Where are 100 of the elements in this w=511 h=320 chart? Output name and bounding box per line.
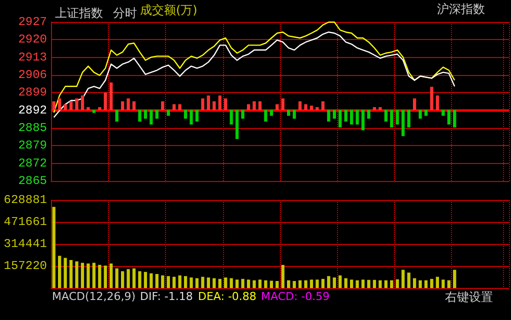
y-tick-label: 471661: [4, 215, 47, 229]
bar: [115, 268, 118, 288]
bar: [86, 264, 90, 288]
bar: [396, 279, 399, 288]
bar: [396, 110, 399, 124]
bar: [436, 96, 440, 110]
y-tick-label: 628881: [4, 193, 47, 207]
bar: [206, 278, 210, 288]
bar: [138, 110, 142, 122]
bar: [327, 276, 330, 288]
bar: [178, 275, 182, 288]
bar: [418, 280, 422, 288]
bar: [418, 110, 422, 119]
bar: [361, 280, 365, 288]
bar: [378, 280, 382, 288]
bar: [224, 98, 228, 110]
bar: [110, 264, 113, 288]
bar: [166, 110, 170, 116]
bar: [287, 280, 290, 288]
bar: [407, 272, 410, 288]
bar: [241, 110, 244, 119]
bar: [126, 98, 130, 110]
bar: [155, 274, 158, 288]
bar: [132, 268, 136, 288]
bar: [453, 110, 456, 128]
bar: [120, 271, 124, 288]
bar: [384, 110, 388, 122]
y-tick-label: 2879: [18, 138, 47, 153]
bar: [69, 260, 73, 288]
bar: [372, 280, 376, 288]
bar: [52, 101, 56, 110]
bar: [321, 101, 325, 110]
bar: [436, 276, 440, 288]
bar: [332, 278, 336, 288]
line-series: [53, 32, 456, 118]
bar: [304, 280, 308, 288]
bar: [258, 101, 262, 110]
bar: [224, 278, 228, 288]
bar: [356, 280, 359, 288]
bar: [321, 278, 325, 288]
bar: [195, 278, 199, 288]
bar: [281, 98, 284, 110]
bar: [166, 276, 170, 288]
bar: [58, 256, 62, 288]
bar: [402, 110, 405, 136]
bar: [52, 206, 56, 288]
bar: [190, 278, 193, 288]
chart-title: 上证指数: [55, 6, 103, 20]
bar: [310, 280, 314, 288]
bar: [190, 110, 193, 124]
y-tick-label: 2920: [18, 32, 47, 47]
bar: [144, 272, 148, 288]
bar: [126, 269, 130, 288]
bar: [350, 110, 354, 124]
bar: [92, 110, 96, 113]
bar: [178, 104, 182, 110]
bar: [442, 280, 445, 288]
bar: [86, 107, 90, 110]
y-tick-label: 157220: [4, 259, 47, 273]
bar: [327, 110, 330, 122]
bar: [367, 280, 370, 288]
text: 成交额(万): [140, 3, 198, 17]
chart-subtitle: 分时: [113, 6, 137, 20]
bar: [356, 110, 359, 124]
bar: [120, 101, 124, 110]
y-tick-label: 2906: [18, 68, 47, 82]
bar: [281, 264, 284, 288]
bar: [138, 271, 142, 288]
bar: [298, 280, 302, 288]
bar: [212, 101, 216, 110]
y-tick-label: 2913: [18, 50, 47, 64]
bar: [92, 262, 96, 288]
bar: [80, 262, 84, 288]
bar: [115, 110, 118, 122]
text: 沪深指数: [437, 2, 485, 16]
text: MACD(12,26,9): [52, 290, 136, 303]
bar: [161, 101, 164, 110]
bar: [298, 101, 302, 110]
bar: [316, 107, 319, 110]
text: MACD: -0.59: [261, 290, 330, 303]
bar: [332, 110, 336, 119]
bar: [292, 281, 296, 288]
bar: [350, 280, 354, 288]
bar: [310, 106, 314, 110]
text: DIF: -1.18: [140, 290, 193, 303]
bar: [344, 278, 348, 288]
bar: [361, 110, 365, 130]
y-tick-label: 2927: [18, 15, 47, 29]
y-tick-label: 314441: [4, 237, 47, 251]
bar: [407, 110, 410, 128]
bar: [98, 264, 102, 288]
bar: [235, 280, 239, 288]
y-tick-label: 2899: [18, 86, 47, 100]
bar: [338, 275, 342, 288]
bar: [453, 270, 456, 288]
bar: [104, 92, 107, 110]
line-series: [53, 22, 456, 114]
bar: [201, 276, 204, 288]
bar: [69, 101, 73, 110]
bar: [230, 278, 233, 288]
